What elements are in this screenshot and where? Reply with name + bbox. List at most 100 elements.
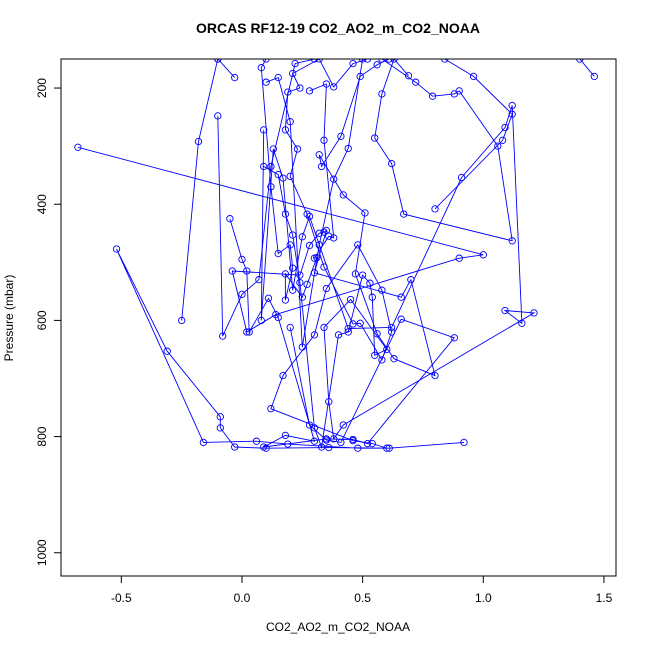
data-point	[231, 443, 239, 451]
data-point	[450, 90, 458, 98]
x-tick-label: 0.5	[354, 591, 371, 605]
data-point	[243, 267, 251, 275]
data-point	[431, 371, 439, 380]
data-point	[310, 331, 319, 339]
data-point	[279, 371, 287, 380]
data-point	[339, 191, 347, 199]
data-point	[383, 444, 391, 452]
y-tick-label: 800	[35, 426, 49, 446]
data-point	[298, 343, 306, 351]
data-point	[245, 328, 253, 336]
data-point	[305, 87, 314, 95]
data-point	[378, 59, 386, 63]
data-point	[371, 351, 379, 359]
data-point	[289, 231, 297, 239]
data-point	[296, 271, 304, 279]
data-point	[330, 234, 338, 242]
data-point	[404, 72, 413, 80]
data-point	[267, 405, 275, 413]
data-point	[498, 136, 507, 144]
data-point	[303, 210, 311, 218]
data-point	[214, 112, 222, 120]
data-point	[390, 355, 398, 363]
series-line	[229, 218, 456, 448]
data-point	[281, 296, 290, 304]
data-point	[383, 345, 391, 354]
x-tick-label: -0.5	[111, 591, 132, 605]
data-point	[199, 438, 208, 447]
data-point	[214, 59, 222, 63]
data-point	[457, 173, 466, 182]
series-line	[374, 59, 513, 242]
data-point	[322, 436, 331, 444]
plot-area	[74, 59, 598, 452]
data-point	[310, 437, 319, 445]
data-point	[390, 59, 398, 63]
data-point	[368, 293, 376, 301]
data-point	[330, 175, 338, 183]
data-point	[351, 270, 360, 278]
data-point	[313, 254, 321, 262]
data-point	[378, 356, 386, 364]
data-point	[344, 324, 352, 333]
data-point	[373, 61, 381, 69]
y-tick-label: 600	[35, 310, 49, 330]
data-point	[358, 271, 367, 279]
data-point	[274, 249, 282, 258]
data-point	[325, 443, 333, 452]
series-line	[265, 59, 364, 348]
data-point	[530, 309, 538, 317]
data-point	[262, 59, 270, 63]
data-point	[310, 59, 319, 63]
data-point	[267, 162, 275, 171]
data-point	[337, 132, 345, 140]
y-tick-label: 200	[35, 78, 49, 98]
data-point	[501, 123, 509, 132]
data-point	[298, 233, 306, 241]
data-point	[385, 59, 393, 63]
data-point	[330, 83, 338, 91]
series-9	[431, 59, 516, 213]
data-point	[344, 328, 352, 336]
series-8	[257, 101, 538, 451]
series-10	[371, 59, 516, 245]
data-point	[303, 280, 311, 289]
data-point	[334, 331, 343, 339]
data-point	[494, 142, 502, 150]
data-point	[317, 443, 326, 451]
data-point	[479, 251, 487, 259]
data-point	[354, 241, 362, 249]
data-point	[163, 347, 171, 355]
data-point	[412, 78, 420, 86]
data-point	[469, 72, 478, 81]
data-point	[216, 424, 224, 432]
data-point	[455, 254, 463, 262]
data-point	[310, 424, 319, 432]
x-axis: -0.5 0.0 0.5 1.0 1.5	[111, 575, 613, 605]
data-point	[289, 69, 297, 78]
series-4	[226, 215, 458, 451]
data-point	[238, 290, 246, 298]
data-point	[286, 241, 294, 249]
data-point	[590, 72, 598, 81]
data-point	[428, 92, 437, 100]
series-line	[77, 59, 484, 377]
series-line	[260, 59, 335, 301]
data-point	[356, 319, 364, 327]
data-point	[363, 59, 372, 63]
data-point	[293, 145, 302, 153]
data-point	[397, 315, 405, 323]
data-point	[252, 437, 261, 445]
data-point	[349, 435, 357, 444]
y-tick-label: 1000	[35, 539, 49, 566]
data-point	[281, 270, 290, 278]
series-12	[257, 59, 338, 304]
data-point	[325, 398, 333, 406]
data-point	[228, 267, 236, 275]
series-line	[217, 59, 236, 78]
data-point	[508, 110, 516, 118]
data-point	[387, 323, 396, 332]
data-point	[460, 438, 468, 447]
data-point	[363, 439, 372, 448]
